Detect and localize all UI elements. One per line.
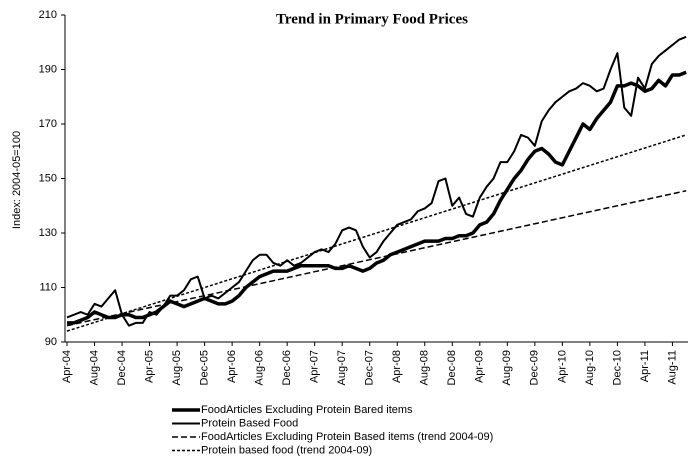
x-tick-label: Apr-08 <box>391 350 403 383</box>
y-tick-label: 150 <box>39 172 57 184</box>
x-tick-label: Dec-10 <box>611 350 623 385</box>
chart-title: Trend in Primary Food Prices <box>276 11 468 27</box>
legend-label: FoodArticles Excluding Protein Bared ite… <box>201 404 413 416</box>
x-tick-label: Dec-04 <box>116 350 128 385</box>
x-tick-label: Apr-11 <box>639 350 651 382</box>
x-tick-label: Aug-05 <box>171 350 183 385</box>
y-axis-label: Index: 2004-05=100 <box>11 131 23 229</box>
x-tick-label: Aug-11 <box>666 350 678 385</box>
x-tick-label: Dec-05 <box>199 350 211 385</box>
x-tick-label: Apr-09 <box>474 350 486 383</box>
series-line <box>66 35 687 327</box>
x-tick-label: Dec-08 <box>446 350 458 385</box>
legend-label: Protein Based Food <box>201 417 298 429</box>
x-tick-label: Aug-07 <box>336 350 348 385</box>
series-line <box>66 190 687 327</box>
series-line <box>66 134 687 332</box>
y-tick-label: 130 <box>39 227 57 239</box>
legend-label: Protein based food (trend 2004-09) <box>201 444 372 456</box>
x-tick-label: Apr-05 <box>143 350 155 383</box>
x-tick-label: Apr-10 <box>556 350 568 383</box>
y-tick-label: 170 <box>39 118 57 130</box>
x-tick-label: Dec-09 <box>529 350 541 385</box>
x-tick-label: Apr-07 <box>309 350 321 383</box>
y-tick-label: 210 <box>39 9 57 21</box>
legend-label: FoodArticles Excluding Protein Based ite… <box>201 431 493 443</box>
y-tick-label: 190 <box>39 63 57 75</box>
x-tick-label: Dec-07 <box>364 350 376 385</box>
x-tick-label: Aug-09 <box>501 350 513 385</box>
y-tick-label: 110 <box>39 281 57 293</box>
x-tick-label: Apr-06 <box>226 350 238 383</box>
x-tick-label: Aug-10 <box>584 350 596 385</box>
x-tick-label: Dec-06 <box>281 350 293 385</box>
x-tick-label: Aug-06 <box>254 350 266 385</box>
y-tick-label: 90 <box>45 336 57 348</box>
x-tick-label: Aug-04 <box>88 350 100 385</box>
series-line <box>67 70 687 325</box>
x-tick-label: Aug-08 <box>419 350 431 385</box>
x-tick-label: Apr-04 <box>61 350 73 383</box>
